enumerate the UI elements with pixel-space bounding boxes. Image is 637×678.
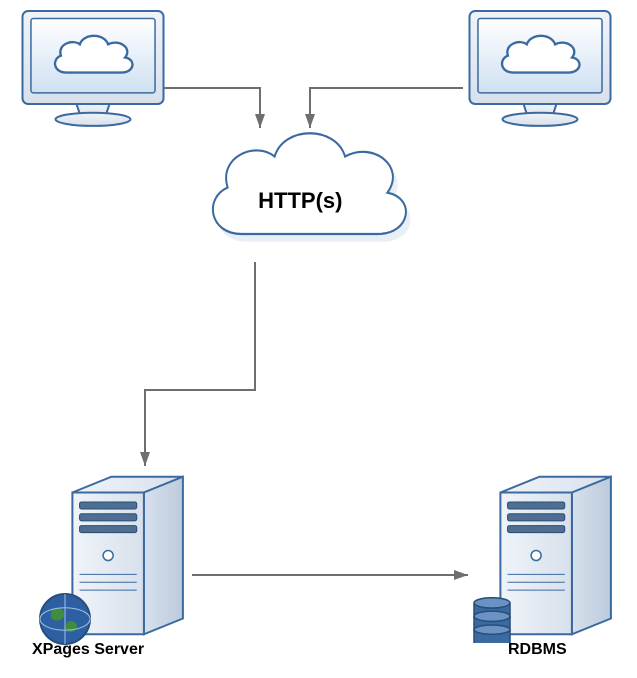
xpages-server-label: XPages Server (32, 641, 144, 659)
database-icon (472, 597, 512, 643)
client-monitor-right (465, 8, 615, 158)
globe-icon (38, 592, 92, 646)
http-cloud-label: HTTP(s) (258, 188, 342, 214)
client-monitor-left (18, 8, 168, 158)
rdbms-server-label: RDBMS (508, 641, 567, 659)
